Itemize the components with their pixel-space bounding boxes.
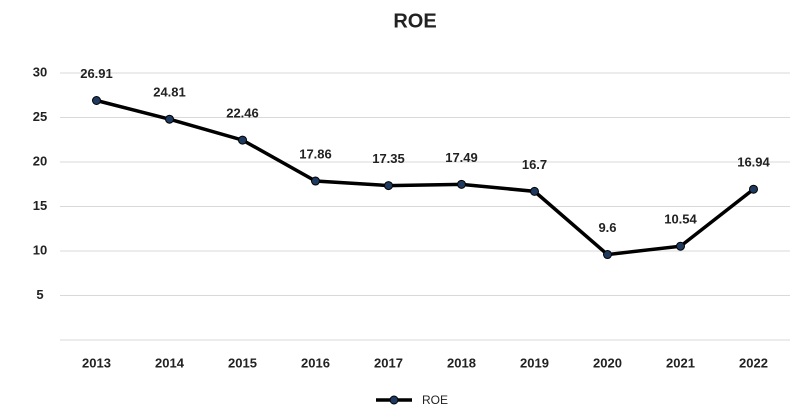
data-point bbox=[165, 114, 174, 124]
y-tick-label: 10 bbox=[33, 242, 47, 257]
data-label: 17.49 bbox=[445, 150, 478, 165]
data-point bbox=[676, 241, 685, 251]
data-label: 17.86 bbox=[299, 146, 332, 161]
data-label: 17.35 bbox=[372, 151, 405, 166]
x-tick-label: 2021 bbox=[666, 355, 695, 370]
legend-label: ROE bbox=[422, 393, 448, 407]
x-tick-label: 2014 bbox=[155, 355, 185, 370]
y-tick-label: 5 bbox=[36, 287, 43, 302]
y-tick-label: 20 bbox=[33, 153, 47, 168]
x-tick-label: 2017 bbox=[374, 355, 403, 370]
x-tick-label: 2015 bbox=[228, 355, 257, 370]
data-point bbox=[457, 179, 466, 189]
x-tick-label: 2020 bbox=[593, 355, 622, 370]
data-label: 10.54 bbox=[664, 212, 697, 227]
data-point bbox=[749, 184, 758, 194]
data-label: 22.46 bbox=[226, 106, 259, 121]
legend-marker bbox=[389, 395, 399, 405]
data-label: 24.81 bbox=[153, 85, 186, 100]
data-label: 9.6 bbox=[598, 220, 616, 235]
data-point bbox=[311, 176, 320, 186]
data-point bbox=[92, 96, 101, 106]
y-tick-label: 15 bbox=[33, 198, 47, 213]
y-tick-label: 25 bbox=[33, 109, 47, 124]
x-tick-label: 2022 bbox=[739, 355, 768, 370]
x-tick-label: 2018 bbox=[447, 355, 476, 370]
data-label: 16.94 bbox=[737, 155, 770, 170]
data-point bbox=[238, 135, 247, 145]
x-tick-label: 2016 bbox=[301, 355, 330, 370]
y-tick-label: 30 bbox=[33, 64, 47, 79]
data-point bbox=[603, 250, 612, 260]
data-point bbox=[530, 186, 539, 196]
x-tick-label: 2019 bbox=[520, 355, 549, 370]
data-label: 26.91 bbox=[80, 66, 113, 81]
data-point bbox=[384, 181, 393, 191]
data-label: 16.7 bbox=[522, 157, 547, 172]
x-tick-label: 2013 bbox=[82, 355, 111, 370]
series-line bbox=[96, 98, 755, 257]
chart-title: ROE bbox=[393, 10, 436, 32]
